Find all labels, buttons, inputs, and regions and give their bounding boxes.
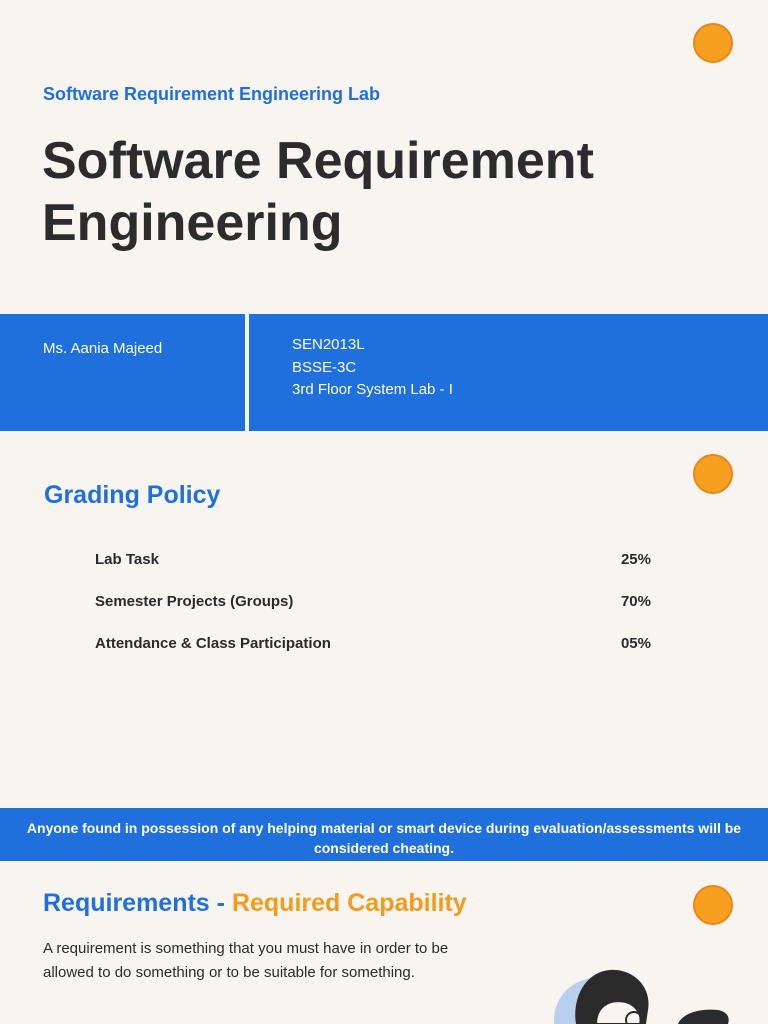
course-code: SEN2013L <box>292 336 365 353</box>
lab-location: 3rd Floor System Lab - I <box>292 381 453 398</box>
requirements-title-main: Requirements - <box>43 889 232 917</box>
grading-row-value: 05% <box>620 635 651 652</box>
course-details: SEN2013L BSSE-3C 3rd Floor System Lab - … <box>292 334 453 402</box>
grading-policy-title: Grading Policy <box>44 481 221 509</box>
grading-row-label: Attendance & Class Participation <box>95 635 331 652</box>
grading-row-value: 70% <box>620 593 651 610</box>
course-info-band: Ms. Aania Majeed SEN2013L BSSE-3C 3rd Fl… <box>0 314 768 431</box>
grading-row: Attendance & Class Participation 05% <box>95 635 655 657</box>
requirements-title: Requirements - Required Capability <box>43 889 467 918</box>
grading-row-label: Semester Projects (Groups) <box>95 593 294 610</box>
person-illustration-icon <box>554 969 729 1024</box>
title-line-2: Engineering <box>42 194 343 252</box>
orange-circle-icon <box>693 454 733 494</box>
orange-circle-icon <box>693 885 733 925</box>
cheating-notice-banner: Anyone found in possession of any helpin… <box>0 808 768 861</box>
section-code: BSSE-3C <box>292 358 357 376</box>
grading-row-value: 25% <box>620 551 651 568</box>
grading-row: Lab Task 25% <box>95 551 655 573</box>
grading-row-label: Lab Task <box>95 551 159 568</box>
band-divider <box>245 314 249 431</box>
course-subtitle: Software Requirement Engineering Lab <box>43 84 381 104</box>
orange-circle-icon <box>693 23 733 63</box>
requirements-description: A requirement is something that you must… <box>43 940 449 981</box>
instructor-name: Ms. Aania Majeed <box>43 340 163 357</box>
grading-row: Semester Projects (Groups) 70% <box>95 593 655 615</box>
title-line-1: Software Requirement <box>42 132 594 190</box>
requirements-title-highlight: Required Capability <box>231 889 467 917</box>
page-title: Software Requirement Engineering <box>42 130 682 254</box>
